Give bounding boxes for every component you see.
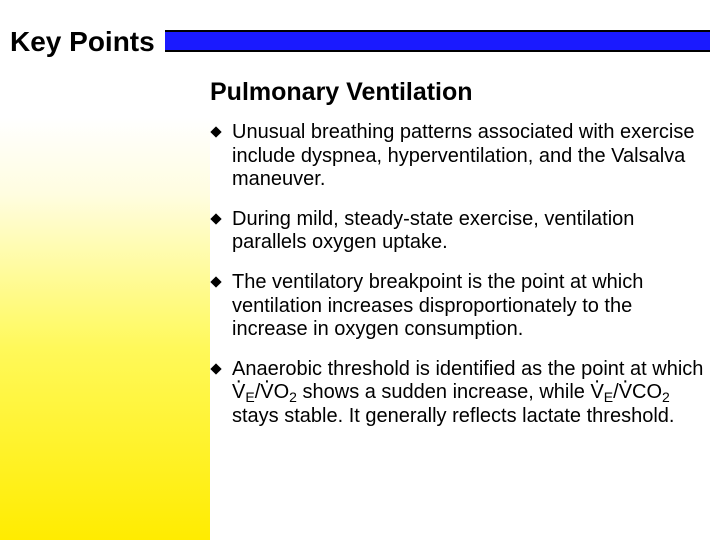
bullet-list: Unusual breathing patterns associated wi… xyxy=(210,121,710,429)
list-item: Unusual breathing patterns associated wi… xyxy=(210,121,710,192)
list-item: Anaerobic threshold is identified as the… xyxy=(210,358,710,429)
list-item: The ventilatory breakpoint is the point … xyxy=(210,271,710,342)
bullet-text: Anaerobic threshold is identified as the… xyxy=(232,358,703,427)
content-area: Pulmonary Ventilation Unusual breathing … xyxy=(210,78,710,445)
subtitle: Pulmonary Ventilation xyxy=(210,78,710,107)
slide: Key Points Pulmonary Ventilation Unusual… xyxy=(0,0,720,540)
bullet-icon xyxy=(210,213,221,224)
bullet-text: Unusual breathing patterns associated wi… xyxy=(232,121,694,190)
list-item: During mild, steady-state exercise, vent… xyxy=(210,208,710,255)
bullet-icon xyxy=(210,276,221,287)
header-label: Key Points xyxy=(10,26,155,58)
bullet-text: The ventilatory breakpoint is the point … xyxy=(232,271,643,340)
bullet-text: During mild, steady-state exercise, vent… xyxy=(232,208,634,254)
bullet-icon xyxy=(210,363,221,374)
gradient-panel xyxy=(0,60,210,540)
header-bar xyxy=(165,30,710,52)
bullet-icon xyxy=(210,126,221,137)
